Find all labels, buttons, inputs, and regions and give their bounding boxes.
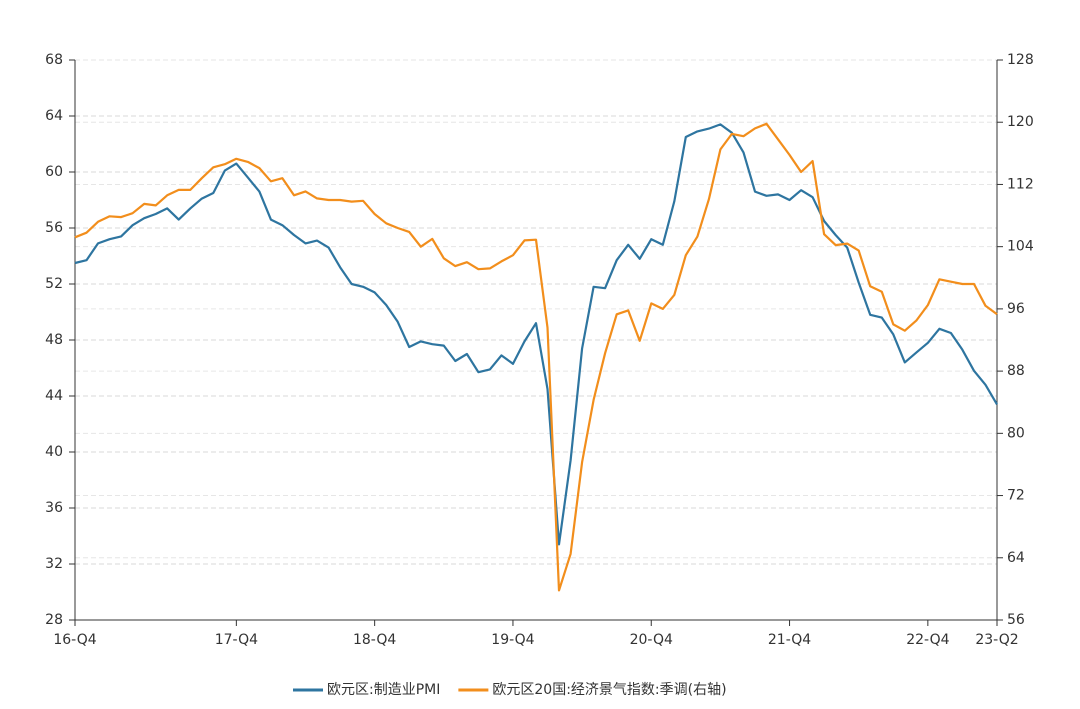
- y-tick-label: 68: [45, 52, 63, 68]
- legend-label: 欧元区20国:经济景气指数:季调(右轴): [492, 682, 726, 698]
- y2-tick-label: 128: [1007, 52, 1034, 68]
- x-tick-label: 17-Q4: [215, 632, 258, 648]
- y-tick-label: 32: [45, 556, 63, 572]
- y2-tick-label: 104: [1007, 239, 1034, 255]
- y2-tick-label: 80: [1007, 425, 1025, 441]
- y-tick-label: 56: [45, 220, 63, 236]
- y-tick-label: 36: [45, 500, 63, 516]
- x-tick-label: 22-Q4: [906, 632, 949, 648]
- y-tick-label: 48: [45, 332, 63, 348]
- y-tick-label: 44: [45, 388, 63, 404]
- y2-tick-label: 96: [1007, 301, 1025, 317]
- x-tick-label: 18-Q4: [353, 632, 396, 648]
- y2-tick-label: 56: [1007, 612, 1025, 628]
- y2-tick-label: 120: [1007, 114, 1034, 130]
- x-tick-label: 20-Q4: [630, 632, 673, 648]
- x-tick-label: 23-Q2: [975, 632, 1018, 648]
- x-tick-label: 16-Q4: [53, 632, 96, 648]
- y2-tick-label: 64: [1007, 550, 1025, 566]
- y2-tick-label: 88: [1007, 363, 1025, 379]
- y-tick-label: 40: [45, 444, 63, 460]
- y2-tick-label: 112: [1007, 176, 1034, 192]
- y-tick-label: 64: [45, 108, 63, 124]
- x-tick-label: 21-Q4: [768, 632, 811, 648]
- y-tick-label: 28: [45, 612, 63, 628]
- x-tick-label: 19-Q4: [491, 632, 534, 648]
- series-line: [74, 122, 998, 592]
- legend-label: 欧元区:制造业PMI: [327, 682, 440, 698]
- series-line: [74, 123, 998, 546]
- y-tick-label: 52: [45, 276, 63, 292]
- y2-tick-label: 72: [1007, 488, 1025, 504]
- y-tick-label: 60: [45, 164, 63, 180]
